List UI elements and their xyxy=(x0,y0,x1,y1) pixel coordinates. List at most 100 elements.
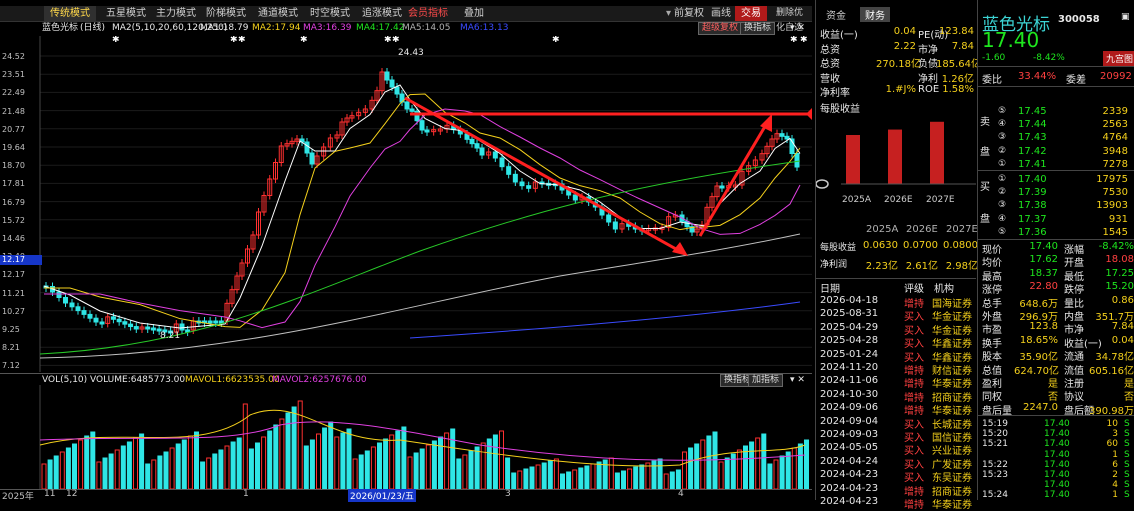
change-indicator-button[interactable]: 换指标 xyxy=(740,22,776,35)
volume-bar xyxy=(261,436,267,489)
finance-panel: 资金 财务 收益(一) 0.04 PE(动) 123.84 总资 2.22 市净 7.84 总资… xyxy=(815,0,981,511)
vol-add-indicator-button[interactable]: 加指标 xyxy=(748,374,784,387)
finance-key: 负债 xyxy=(918,59,938,70)
mavol1-line xyxy=(39,409,806,467)
volume-bar xyxy=(608,457,614,489)
order-volume: 4764 xyxy=(1102,132,1128,144)
tab-traditional-mode[interactable]: 传统模式 xyxy=(44,6,96,21)
order-volume: 1545 xyxy=(1102,226,1128,238)
tick-time: 15:20 xyxy=(982,429,1008,440)
nine-palace-button[interactable]: 九宫图 xyxy=(1103,51,1134,66)
tab-finance[interactable]: 财务 xyxy=(860,7,890,22)
tick-time: 15:21 xyxy=(982,439,1008,450)
finance-key: 净利 xyxy=(918,73,938,85)
chart-menu-icon[interactable]: ▾ ✕ xyxy=(790,23,805,33)
buy-side-char-2: 盘 xyxy=(980,214,990,225)
rating-date: 2024-11-06 xyxy=(820,375,879,387)
tab-chase-mode[interactable]: 追涨模式 xyxy=(362,8,402,19)
forecast-label: 净利润 xyxy=(820,260,848,270)
volume-bar xyxy=(499,430,504,489)
forecast-label: 每股收益 xyxy=(820,243,857,253)
volume-bar xyxy=(639,464,645,489)
candle-body xyxy=(56,291,62,298)
price-chart[interactable]: ✱ ✱ ✱ ✱ ✱ ✱ ✱ ✱ ✱ xyxy=(0,36,812,372)
tick-volume: 2 xyxy=(1112,470,1118,480)
rating-date: 2024-09-06 xyxy=(820,402,879,414)
forecast-value: 0.0800 xyxy=(943,240,978,251)
candle-body xyxy=(309,152,315,165)
order-volume: 7278 xyxy=(1102,158,1128,170)
price-axis-tick: 14.46 xyxy=(2,234,25,243)
remove-watchlist-button[interactable]: 删除优化自选 xyxy=(776,8,804,33)
tick-price: 17.40 xyxy=(1044,480,1070,491)
candle-body xyxy=(512,173,518,183)
tab-ladder-mode[interactable]: 阶梯模式 xyxy=(206,8,246,19)
rating-org: 广发证券 xyxy=(932,459,972,471)
tab-overlay[interactable]: 叠加 xyxy=(464,8,484,19)
trend-down-arrow-line xyxy=(404,96,686,256)
stat-key: 涨停 xyxy=(982,285,1002,297)
volume-bar xyxy=(53,455,59,489)
candle-body xyxy=(394,86,400,95)
sell-side-char-2: 盘 xyxy=(980,147,990,158)
volume-bar xyxy=(755,437,761,489)
eps-bar xyxy=(888,129,902,184)
trade-button[interactable]: 交易 xyxy=(735,6,767,21)
tick-side: S xyxy=(1124,429,1130,440)
tab-main-force-mode[interactable]: 主力模式 xyxy=(156,8,196,19)
volume-chart[interactable] xyxy=(0,385,812,489)
vol-change-indicator-button[interactable]: 换指标 xyxy=(720,374,756,387)
stat-key: 内盘 xyxy=(1064,312,1084,323)
tab-member-indicators[interactable]: 会员指标 xyxy=(408,8,448,19)
draw-line-button[interactable]: 画线 xyxy=(711,8,731,19)
order-volume: 17975 xyxy=(1096,174,1128,185)
candle-body xyxy=(789,138,795,154)
rating-value: 买入 xyxy=(904,473,924,485)
event-marker-icon: ✱ xyxy=(230,36,238,45)
volume-bar xyxy=(297,400,303,489)
super-adjust-button[interactable]: 超级复权 xyxy=(698,22,743,35)
stat-value: 0.86 xyxy=(1111,294,1134,306)
volume-bar xyxy=(694,443,700,489)
order-volume: 2339 xyxy=(1102,106,1128,117)
candle-body xyxy=(419,120,425,131)
rating-date: 2026-04-18 xyxy=(820,295,879,306)
tick-price: 17.40 xyxy=(1044,459,1070,470)
quote-pct: -8.42% xyxy=(1033,53,1065,63)
candle-body xyxy=(234,275,240,291)
forecast-value: 0.0700 xyxy=(903,240,938,251)
adjust-select[interactable]: 前复权 xyxy=(674,8,704,19)
candle-body xyxy=(506,166,512,175)
candle-body xyxy=(612,221,618,230)
volume-bar xyxy=(450,428,456,489)
tab-spacetime-mode[interactable]: 时空模式 xyxy=(310,8,350,19)
candle-body xyxy=(474,143,480,149)
tab-five-star-mode[interactable]: 五星模式 xyxy=(106,8,146,19)
ma5-value: MA5:14.05 xyxy=(402,23,451,33)
stat-value: 123.8 xyxy=(1029,321,1058,333)
trend-down-arrowhead xyxy=(672,242,688,256)
candle-body xyxy=(179,323,185,331)
tab-funds[interactable]: 资金 xyxy=(826,11,846,22)
volume-bar xyxy=(273,424,279,489)
volume-bar xyxy=(614,472,620,489)
rating-org: 东吴证券 xyxy=(932,473,972,485)
rating-value: 买入 xyxy=(904,446,924,458)
volume-bar xyxy=(340,432,346,489)
volume-bar xyxy=(425,444,431,489)
vol-menu-icon[interactable]: ▾ ✕ xyxy=(790,375,805,385)
stat-key: 总手 xyxy=(982,298,1002,310)
settings-icon[interactable]: ▾ xyxy=(666,8,672,19)
stat-key: 均价 xyxy=(982,258,1002,270)
rating-org: 华泰证券 xyxy=(932,379,972,391)
stat-value: 2247.0 xyxy=(1023,401,1058,413)
order-level: ② xyxy=(998,187,1007,198)
candle-body xyxy=(81,310,87,315)
quote-menu-icon[interactable]: ▣ xyxy=(1121,12,1130,22)
order-level: ② xyxy=(998,145,1007,156)
tab-channel-mode[interactable]: 通道模式 xyxy=(258,8,298,19)
candle-body xyxy=(709,196,715,208)
candle-body xyxy=(774,133,780,140)
resistance-arrowhead xyxy=(806,108,812,120)
order-level: ④ xyxy=(998,119,1007,130)
